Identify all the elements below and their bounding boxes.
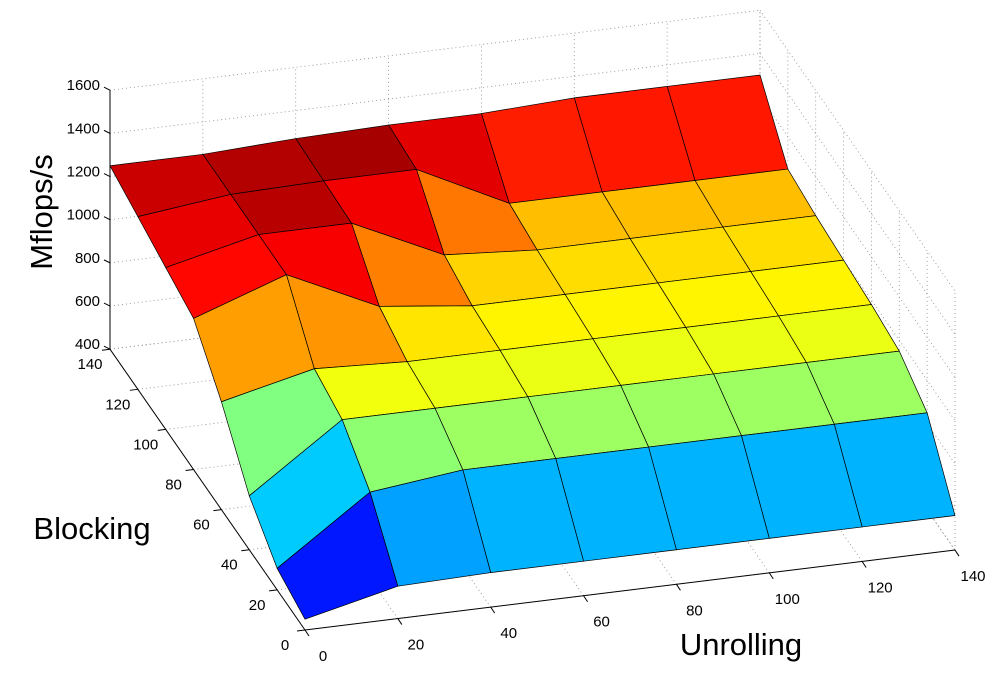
z-tick [103, 129, 111, 134]
y-axis-title: Blocking [33, 511, 150, 546]
y-tick-label: 0 [281, 637, 289, 654]
y-axis [109, 348, 306, 631]
z-tick-label: 1200 [67, 164, 100, 181]
z-tick [103, 345, 111, 350]
surface-patch [276, 491, 399, 620]
x-tick [490, 606, 496, 614]
y-tick [296, 629, 306, 632]
y-tick-label: 80 [165, 477, 182, 494]
x-tick [768, 572, 774, 580]
y-tick [185, 469, 194, 472]
y-tick-label: 60 [193, 517, 210, 534]
z-tick [103, 173, 111, 177]
z-tick-label: 1000 [67, 207, 100, 224]
y-tick-label: 140 [77, 356, 102, 373]
x-tick [954, 549, 960, 557]
x-tick [583, 595, 588, 603]
y-tick [213, 509, 222, 512]
x-axis-title: Unrolling [680, 627, 802, 662]
x-tick [861, 561, 867, 568]
surface [109, 74, 956, 620]
x-tick [304, 629, 310, 637]
z-tick-label: 1400 [67, 120, 100, 137]
x-tick-label: 0 [319, 648, 327, 665]
y-tick [129, 388, 138, 391]
y-tick-label: 20 [249, 597, 266, 614]
x-axis [304, 549, 956, 631]
z-tick [103, 302, 111, 307]
x-tick-label: 100 [775, 591, 800, 608]
y-tick [269, 589, 278, 592]
z-tick [103, 259, 111, 264]
z-tick-label: 1600 [67, 77, 100, 94]
z-tick-label: 600 [75, 293, 100, 310]
grid-line [759, 96, 956, 378]
z-tick-label: 800 [75, 250, 100, 267]
x-tick-label: 20 [408, 637, 425, 654]
axes: 0204060801001201400204060801001201404006… [67, 77, 986, 665]
z-tick [103, 216, 111, 221]
z-axis-title: Mflops/s [24, 154, 59, 269]
y-tick-label: 40 [221, 557, 238, 574]
x-tick-label: 120 [868, 579, 893, 596]
x-tick [676, 584, 681, 591]
y-tick [101, 348, 111, 351]
grid-line [759, 10, 956, 292]
y-tick-label: 120 [105, 396, 130, 413]
x-tick-label: 140 [960, 568, 985, 585]
x-tick-label: 80 [686, 602, 703, 619]
x-tick-label: 40 [500, 625, 517, 642]
y-tick [157, 428, 166, 431]
y-tick [241, 549, 250, 552]
z-tick [103, 86, 111, 91]
grid-line [109, 9, 761, 91]
z-tick-label: 400 [75, 336, 100, 353]
grid-line [759, 53, 956, 335]
x-tick [397, 618, 403, 625]
y-tick-label: 100 [133, 436, 158, 453]
x-tick-label: 60 [593, 614, 610, 631]
